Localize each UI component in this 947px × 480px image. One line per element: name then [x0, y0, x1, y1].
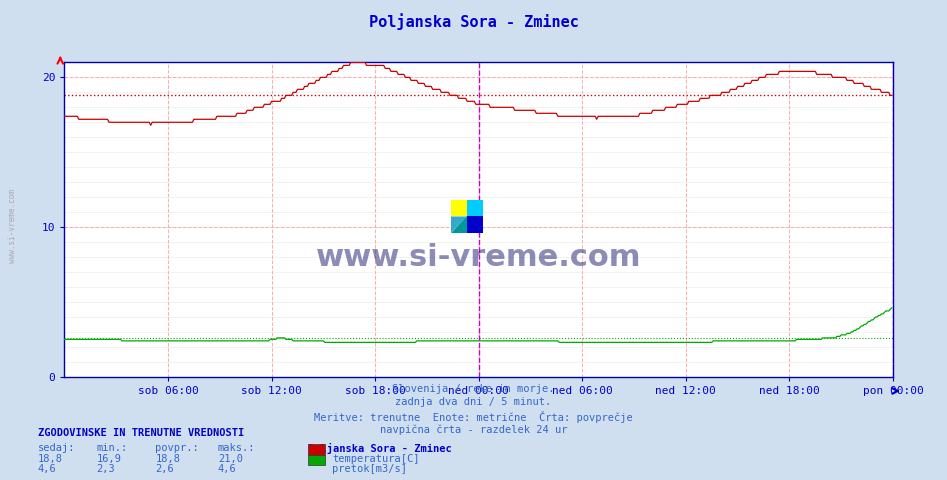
Text: ZGODOVINSKE IN TRENUTNE VREDNOSTI: ZGODOVINSKE IN TRENUTNE VREDNOSTI	[38, 428, 244, 438]
Text: maks.:: maks.:	[218, 443, 256, 453]
Polygon shape	[451, 216, 467, 233]
Text: navpična črta - razdelek 24 ur: navpična črta - razdelek 24 ur	[380, 424, 567, 435]
Text: Meritve: trenutne  Enote: metrične  Črta: povprečje: Meritve: trenutne Enote: metrične Črta: …	[314, 411, 633, 423]
Bar	[467, 216, 483, 233]
Text: min.:: min.:	[97, 443, 128, 453]
Text: zadnja dva dni / 5 minut.: zadnja dva dni / 5 minut.	[396, 397, 551, 408]
Text: 4,6: 4,6	[218, 464, 237, 474]
Bar	[451, 200, 467, 216]
Text: 18,8: 18,8	[155, 454, 180, 464]
Text: povpr.:: povpr.:	[155, 443, 199, 453]
Text: sedaj:: sedaj:	[38, 443, 76, 453]
Text: pretok[m3/s]: pretok[m3/s]	[332, 464, 407, 474]
Text: temperatura[C]: temperatura[C]	[332, 454, 420, 464]
Text: Poljanska Sora - Zminec: Poljanska Sora - Zminec	[368, 13, 579, 30]
Text: www.si-vreme.com: www.si-vreme.com	[316, 243, 641, 272]
Text: 2,3: 2,3	[97, 464, 116, 474]
Bar	[467, 200, 483, 216]
Text: 16,9: 16,9	[97, 454, 121, 464]
Text: 2,6: 2,6	[155, 464, 174, 474]
Text: Poljanska Sora - Zminec: Poljanska Sora - Zminec	[308, 443, 452, 454]
Text: 21,0: 21,0	[218, 454, 242, 464]
Polygon shape	[451, 216, 467, 233]
Text: www.si-vreme.com: www.si-vreme.com	[8, 189, 17, 263]
Text: 18,8: 18,8	[38, 454, 63, 464]
Text: Slovenija / reke in morje.: Slovenija / reke in morje.	[392, 384, 555, 394]
Text: 4,6: 4,6	[38, 464, 57, 474]
